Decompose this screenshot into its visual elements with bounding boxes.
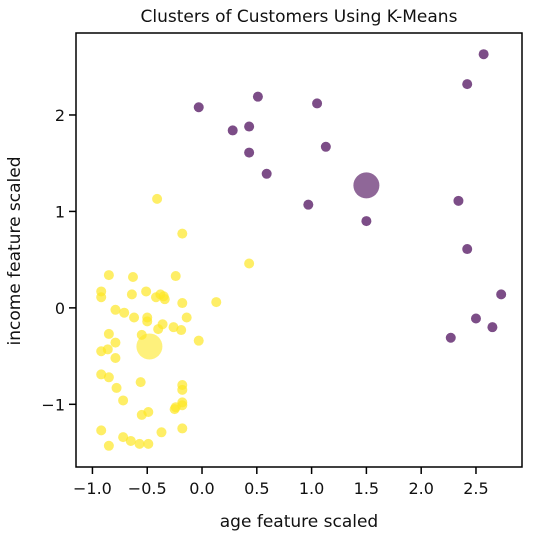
cluster-0-point-30 (96, 346, 106, 356)
x-tick-label: 1.5 (354, 479, 379, 498)
data-marks (96, 49, 506, 451)
y-tick-label: 0 (55, 299, 65, 318)
cluster-0-point-18 (129, 313, 139, 323)
cluster-1-point-15 (471, 313, 481, 323)
cluster-1-point-14 (496, 289, 506, 299)
cluster-0-point-49 (126, 436, 136, 446)
y-axis-ticks: −1 0 1 2 (41, 106, 76, 414)
cluster-1-point-1 (462, 79, 472, 89)
cluster-0-point-8 (110, 305, 120, 315)
cluster-0-point-43 (170, 404, 180, 414)
cluster-0-point-45 (143, 407, 153, 417)
cluster-1-point-7 (244, 148, 254, 158)
cluster-0-centroid (136, 333, 162, 359)
cluster-0-point-16 (177, 298, 187, 308)
cluster-1-point-0 (479, 49, 489, 59)
cluster-1-point-9 (262, 169, 272, 179)
cluster-1-point-4 (312, 98, 322, 108)
cluster-1-point-10 (303, 200, 313, 210)
cluster-1-point-6 (244, 122, 254, 132)
x-tick-label: 0.5 (244, 479, 269, 498)
y-tick-label: 1 (55, 202, 65, 221)
cluster-0-point-20 (142, 316, 152, 326)
cluster-0-point-47 (177, 423, 187, 433)
cluster-0-point-4 (96, 292, 106, 302)
cluster-0-point-1 (177, 229, 187, 239)
cluster-0-point-9 (119, 308, 129, 318)
cluster-0-point-27 (110, 338, 120, 348)
cluster-0-point-23 (153, 324, 163, 334)
cluster-1-point-11 (361, 216, 371, 226)
cluster-0-point-15 (160, 294, 170, 304)
y-tick-label: −1 (41, 395, 65, 414)
cluster-0-point-53 (104, 441, 114, 451)
x-tick-label: −1.0 (73, 479, 112, 498)
y-tick-label: 2 (55, 106, 65, 125)
cluster-1-point-2 (194, 102, 204, 112)
cluster-0-point-2 (244, 259, 254, 269)
cluster-0-point-24 (176, 325, 186, 335)
cluster-0-point-38 (177, 385, 187, 395)
cluster-0-point-5 (104, 270, 114, 280)
x-tick-label: 2.0 (408, 479, 433, 498)
cluster-0-point-50 (135, 439, 145, 449)
cluster-1-point-17 (446, 333, 456, 343)
x-axis-ticks: −1.0 −0.5 0.0 0.5 1.0 1.5 2.0 2.5 (73, 467, 489, 498)
cluster-0-point-25 (182, 313, 192, 323)
x-tick-label: 1.0 (299, 479, 324, 498)
cluster-0-point-26 (104, 329, 114, 339)
x-tick-label: 0.0 (189, 479, 214, 498)
cluster-1-point-5 (228, 125, 238, 135)
plot-frame (76, 33, 522, 467)
cluster-0-point-51 (143, 439, 153, 449)
x-axis-label: age feature scaled (220, 512, 378, 532)
cluster-0-point-32 (194, 336, 204, 346)
cluster-1-point-12 (453, 196, 463, 206)
cluster-0-point-31 (110, 353, 120, 363)
x-tick-label: 2.5 (463, 479, 488, 498)
cluster-0-point-36 (112, 383, 122, 393)
y-axis-label: income feature scaled (5, 156, 25, 345)
cluster-0-point-46 (96, 425, 106, 435)
cluster-1-point-8 (321, 142, 331, 152)
chart-title: Clusters of Customers Using K-Means (141, 7, 458, 27)
cluster-0-point-11 (141, 286, 151, 296)
cluster-0-point-10 (127, 289, 137, 299)
cluster-1-point-16 (487, 322, 497, 332)
cluster-0-point-6 (128, 272, 138, 282)
cluster-0-point-34 (104, 372, 114, 382)
cluster-1-centroid (353, 172, 379, 198)
cluster-1-point-13 (462, 244, 472, 254)
cluster-0-point-52 (156, 427, 166, 437)
x-tick-label: −0.5 (128, 479, 167, 498)
cluster-0-point-17 (211, 297, 221, 307)
cluster-0-point-35 (136, 377, 146, 387)
cluster-0-point-39 (118, 395, 128, 405)
cluster-1-point-3 (253, 92, 263, 102)
cluster-0-point-0 (152, 194, 162, 204)
cluster-0-point-7 (171, 271, 181, 281)
